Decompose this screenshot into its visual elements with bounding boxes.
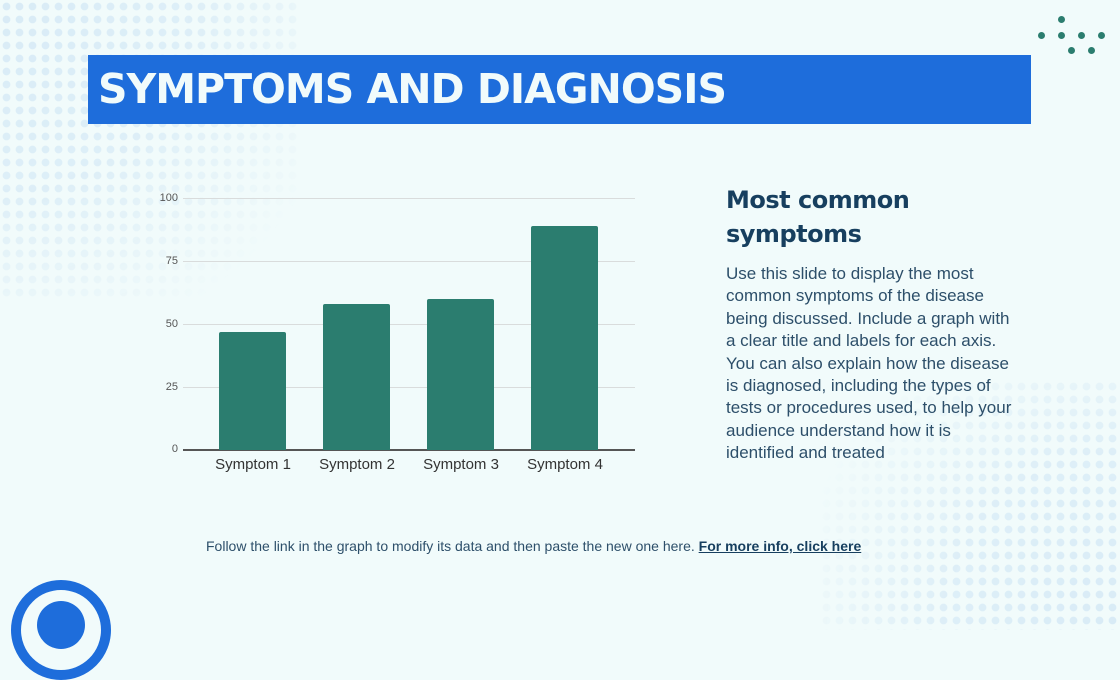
- decorative-circle: [37, 601, 85, 649]
- gridline-75: [183, 261, 635, 262]
- y-tick-label: 75: [165, 255, 178, 267]
- y-tick-label: 0: [171, 443, 178, 455]
- y-tick-label: 100: [159, 192, 178, 204]
- x-axis-line: [183, 449, 635, 451]
- side-heading-line2: symptoms: [726, 220, 862, 248]
- y-tick-label: 50: [165, 318, 178, 330]
- dot-icon: [1078, 32, 1085, 39]
- dot-icon: [1068, 47, 1075, 54]
- side-panel: Most common symptoms Use this slide to d…: [726, 183, 1016, 465]
- footer-note: Follow the link in the graph to modify i…: [206, 538, 926, 554]
- more-info-link[interactable]: For more info, click here: [698, 538, 862, 554]
- gridline-50: [183, 324, 635, 325]
- bar-symptom-3[interactable]: [427, 299, 494, 450]
- footer-text: Follow the link in the graph to modify i…: [206, 538, 699, 554]
- side-heading-line1: Most common: [726, 186, 910, 214]
- side-heading: Most common symptoms: [726, 183, 1016, 251]
- dot-icon: [1058, 32, 1065, 39]
- bar-symptom-2[interactable]: [323, 304, 390, 450]
- halftone-pattern-top-left: [0, 0, 300, 300]
- slide-title: SYMPTOMS AND DIAGNOSIS: [98, 65, 727, 113]
- gridline-100: [183, 198, 635, 199]
- halftone-pattern-bottom-right: [820, 380, 1120, 630]
- title-banner: SYMPTOMS AND DIAGNOSIS: [88, 55, 1031, 124]
- dot-icon: [1098, 32, 1105, 39]
- gridline-25: [183, 387, 635, 388]
- dot-icon: [1088, 47, 1095, 54]
- dot-icon: [1058, 16, 1065, 23]
- side-body-text: Use this slide to display the most commo…: [726, 264, 1012, 463]
- bar-symptom-1[interactable]: [219, 332, 286, 450]
- y-tick-label: 25: [165, 381, 178, 393]
- x-tick-label: Symptom 2: [319, 456, 395, 473]
- dot-icon: [1038, 32, 1045, 39]
- bar-chart[interactable]: 100 75 50 25 0 Symptom 1 Symptom 2 Sympt…: [140, 180, 640, 480]
- x-tick-label: Symptom 1: [215, 456, 291, 473]
- x-tick-label: Symptom 3: [423, 456, 499, 473]
- x-tick-label: Symptom 4: [527, 456, 603, 473]
- bar-symptom-4[interactable]: [531, 226, 598, 450]
